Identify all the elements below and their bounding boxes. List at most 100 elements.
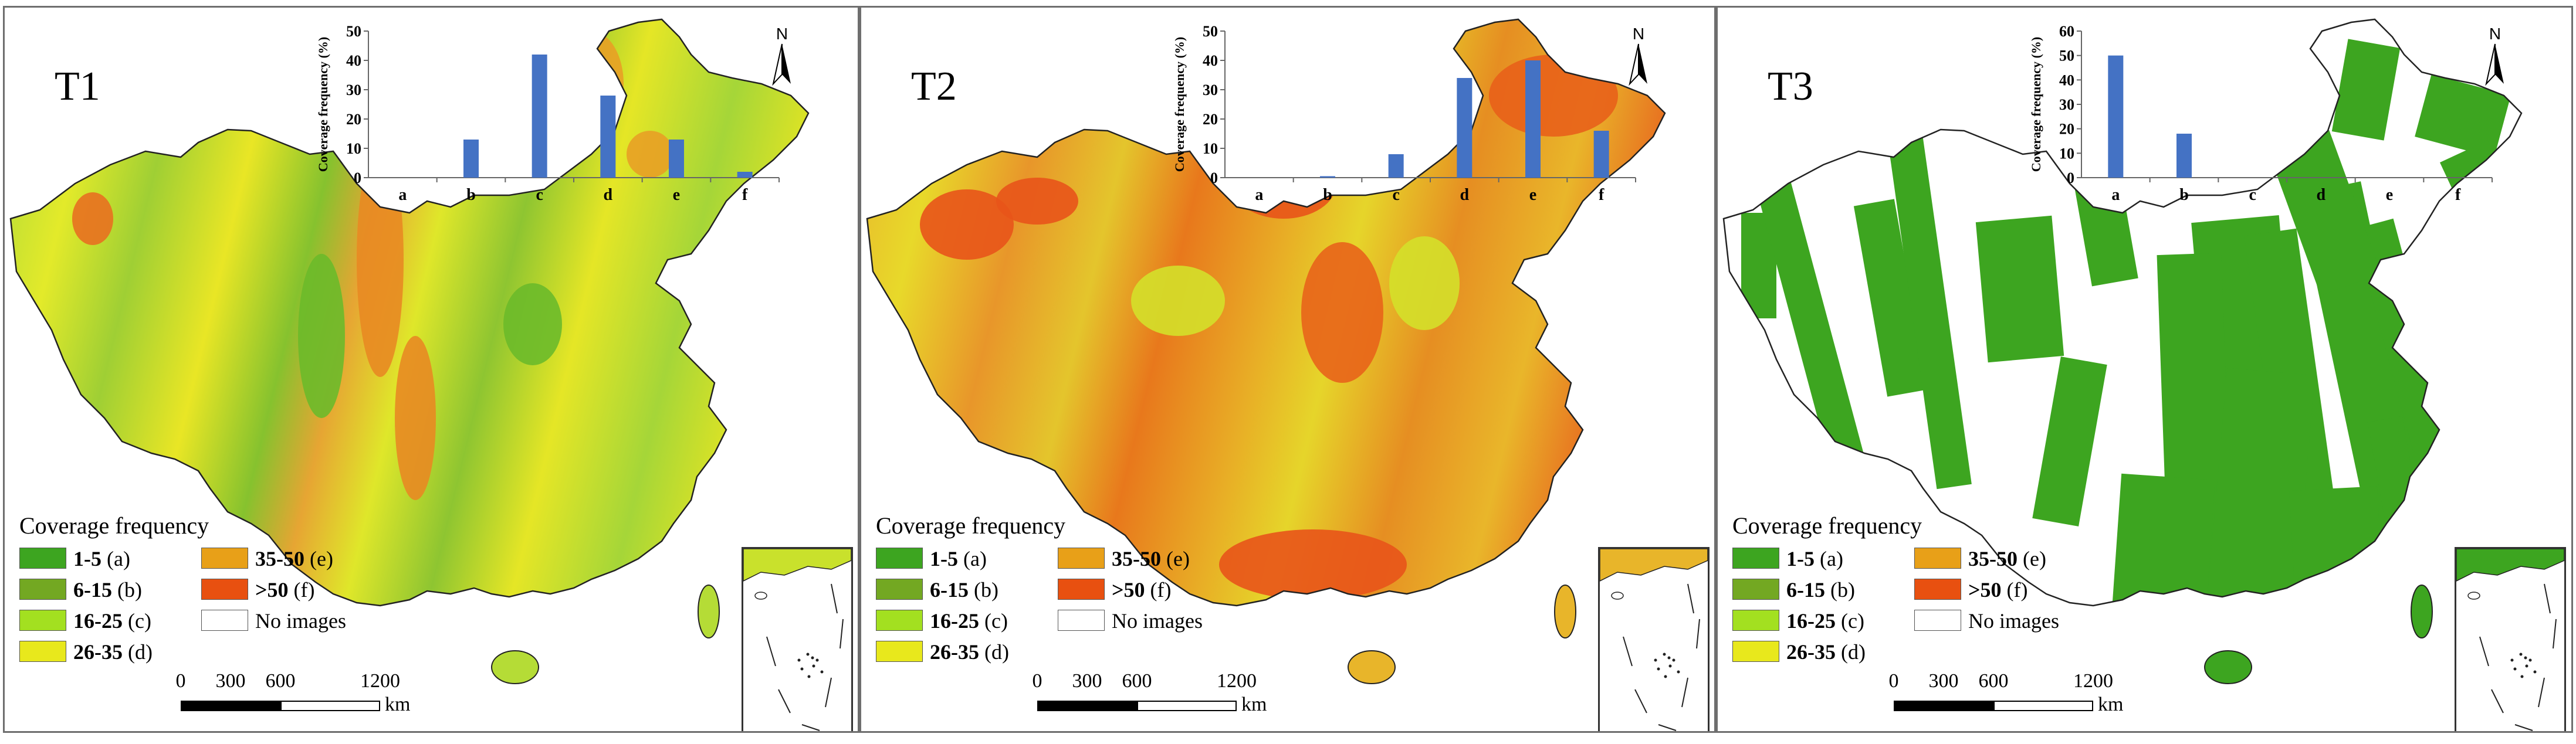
south-china-sea-inset [2455, 547, 2566, 731]
legend-label: No images [255, 609, 346, 633]
legend-swatch [19, 548, 66, 569]
scale-bar-white-segment [1137, 701, 1237, 711]
scale-tick-label: 300 [215, 670, 246, 692]
chart-y-tick-label: 20 [1203, 111, 1218, 128]
legend-swatch [201, 548, 248, 569]
legend-label: 16-25 (c) [1786, 609, 1864, 633]
legend-swatch [201, 610, 248, 631]
legend-range: 6-15 [73, 578, 112, 602]
legend-range: 26-35 [930, 640, 979, 664]
legend-label: >50 (f) [1112, 577, 1171, 602]
panel-title: T3 [1768, 64, 1813, 109]
legend-label: 6-15 (b) [73, 577, 142, 602]
legend-label: >50 (f) [1968, 577, 2027, 602]
legend-swatch [1058, 579, 1105, 600]
scale-tick-label: 1200 [360, 670, 400, 692]
chart-bar-b [1320, 176, 1335, 178]
chart-y-axis-label: Coverage frequency (%) [1172, 37, 1187, 172]
legend: Coverage frequency 1-5 (a) 6-15 (b) 16-25 … [1724, 512, 2134, 688]
legend-range: 35-50 [1968, 547, 2018, 570]
legend-code: (e) [2018, 547, 2046, 570]
chart-y-tick-label: 10 [2059, 145, 2074, 162]
legend-range: 1-5 [73, 547, 101, 570]
legend-swatch [1732, 548, 1779, 569]
legend-label: 26-35 (d) [73, 640, 153, 664]
legend-title: Coverage frequency [19, 512, 209, 539]
chart-x-label-b: b [2179, 186, 2189, 204]
legend-label: 1-5 (a) [930, 546, 987, 571]
legend-swatch [1732, 641, 1779, 662]
legend-swatch [1058, 548, 1105, 569]
legend-swatch [1058, 610, 1105, 631]
scale-bar-black-segment [181, 701, 280, 711]
chart-x-label-a: a [1255, 186, 1263, 204]
scale-tick-label: 1200 [2073, 670, 2113, 692]
chart-x-label-a: a [2111, 186, 2120, 204]
legend: Coverage frequency 1-5 (a) 6-15 (b) 16-25 … [11, 512, 421, 688]
chart-y-tick-label: 0 [354, 169, 361, 186]
scale-tick-label: 600 [265, 670, 296, 692]
chart-y-tick-label: 20 [2059, 121, 2074, 138]
inset-coastline [743, 548, 852, 582]
chart-y-tick-label: 30 [1203, 81, 1218, 98]
hainan-island [1348, 650, 1396, 684]
legend-label: 1-5 (a) [1786, 546, 1843, 571]
chart-x-label-f: f [742, 186, 748, 204]
chart-bar-b [463, 140, 479, 178]
china-outline [9, 18, 810, 607]
legend-code: (d) [1836, 640, 1866, 664]
legend-label: 1-5 (a) [73, 546, 130, 571]
coverage-bar-chart: 0 10 20 30 40 50 60 Coverage frequency (%) a b c d e… [2029, 23, 2493, 204]
chart-y-tick-label: 10 [1203, 140, 1218, 157]
legend-range: 16-25 [930, 609, 979, 633]
legend-code: (f) [1145, 578, 1172, 602]
legend-code: (a) [958, 547, 987, 570]
legend-range: >50 [1968, 578, 2002, 602]
legend-swatch [876, 548, 923, 569]
legend-label: 16-25 (c) [930, 609, 1008, 633]
legend-label: 16-25 (c) [73, 609, 151, 633]
chart-y-tick-label: 0 [2067, 169, 2074, 186]
chart-bar-f [737, 172, 753, 178]
legend-code: (c) [979, 609, 1008, 633]
taiwan-island [2411, 585, 2433, 638]
chart-y-tick-label: 40 [2059, 72, 2074, 89]
chart-x-label-d: d [604, 186, 613, 204]
north-label: N [2489, 25, 2501, 43]
south-china-sea-inset [742, 547, 853, 731]
map-panel-t3: T3 0 10 20 30 40 50 60 Coverage frequency (%) a b… [1716, 6, 2573, 733]
chart-y-tick-label: 40 [1203, 52, 1218, 69]
legend-code: (d) [979, 640, 1009, 664]
scale-tick-label: 1200 [1217, 670, 1257, 692]
china-outline [866, 18, 1666, 607]
taiwan-island [698, 585, 720, 638]
legend-label: 35-50 (e) [1968, 546, 2046, 571]
legend-label: 35-50 (e) [255, 546, 333, 571]
hainan-island [2204, 650, 2252, 684]
north-label: N [1633, 25, 1644, 43]
chart-bar-e [669, 140, 684, 178]
legend-swatch [1914, 610, 1961, 631]
legend-code: (b) [1825, 578, 1855, 602]
scale-tick-label: 0 [1888, 670, 1899, 692]
scale-bar-black-segment [1037, 701, 1137, 711]
scale-tick-label: 300 [1928, 670, 1959, 692]
chart-bar-d [600, 96, 616, 178]
chart-bar-f [1593, 131, 1609, 178]
chart-x-label-e: e [2386, 186, 2393, 204]
legend-title: Coverage frequency [1732, 512, 1922, 539]
legend-range: >50 [255, 578, 289, 602]
legend-label: 6-15 (b) [1786, 577, 1855, 602]
chart-x-label-f: f [2455, 186, 2461, 204]
chart-x-label-d: d [2317, 186, 2326, 204]
inset-coastline [1599, 548, 1708, 582]
china-outline [1722, 18, 2523, 607]
offshore-islands [491, 585, 720, 684]
inset-coastline [2456, 548, 2565, 582]
chart-bar-b [2176, 134, 2192, 178]
scale-tick-label: 0 [1032, 670, 1042, 692]
map-panel-t1: T1 0 10 20 30 40 50 Coverage frequency (%) a b c d… [3, 6, 859, 733]
legend-code: (f) [2001, 578, 2028, 602]
legend-label: 26-35 (d) [1786, 640, 1866, 664]
